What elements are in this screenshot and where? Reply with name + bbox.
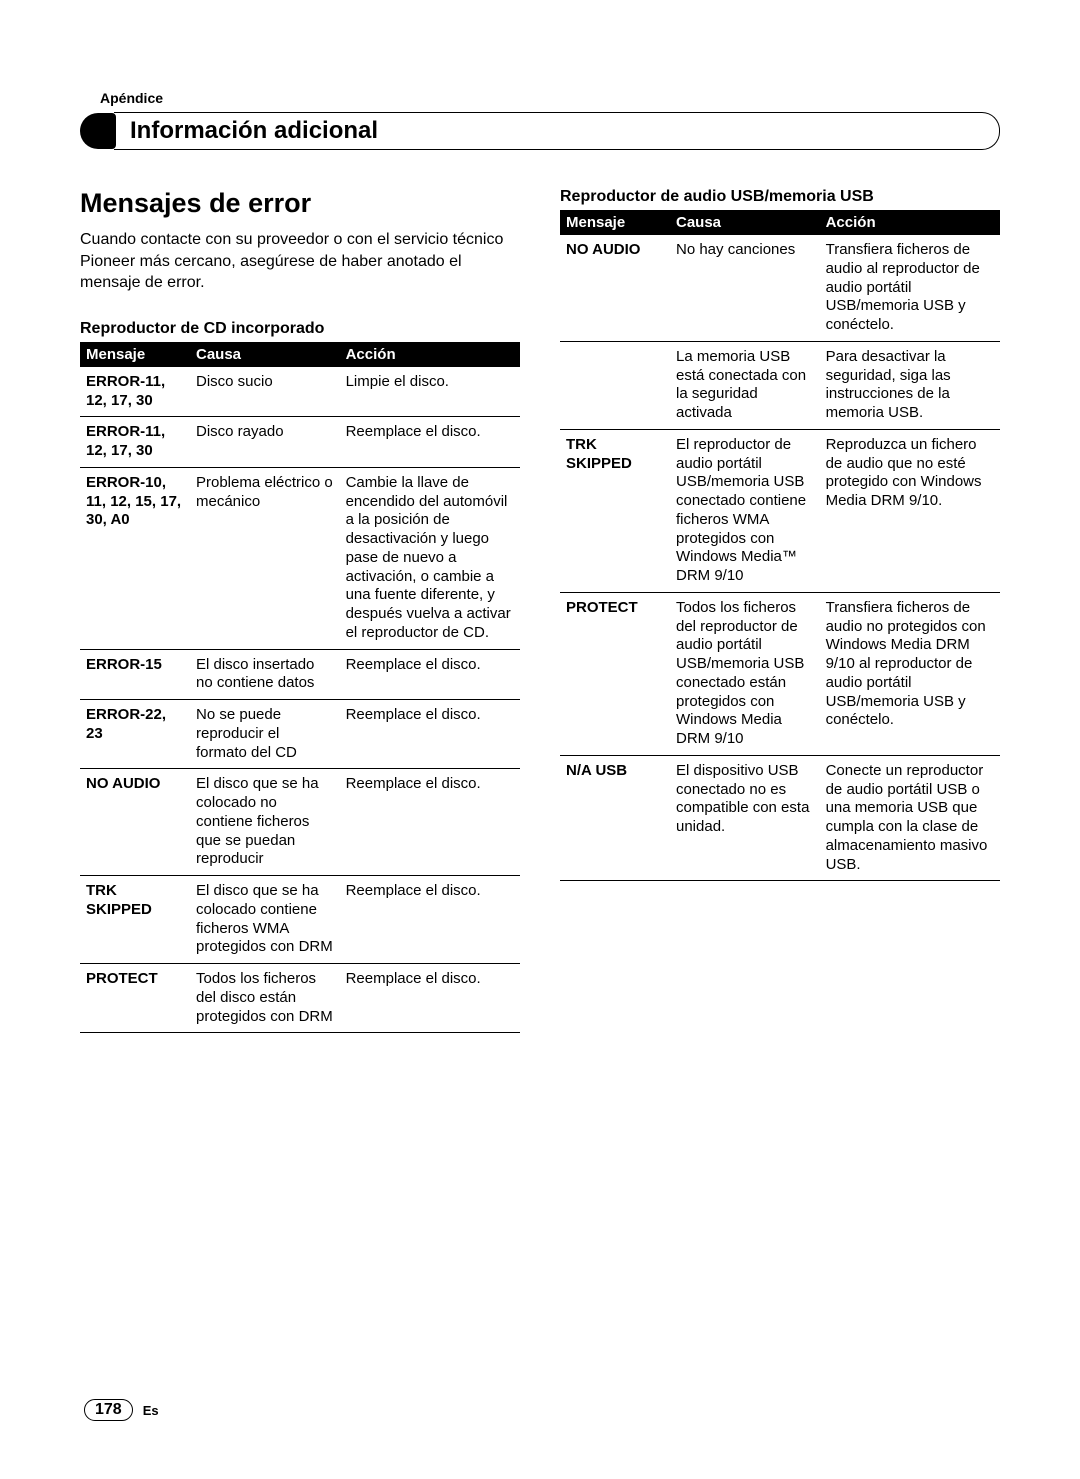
cell-action: Reemplace el disco. [340,649,520,700]
cell-action: Reemplace el disco. [340,417,520,468]
usb-error-table: Mensaje Causa Acción NO AUDIONo hay canc… [560,210,1000,881]
cell-msg: N/A USB [560,755,670,881]
intro-text: Cuando contacte con su proveedor o con e… [80,229,520,294]
appendix-label: Apéndice [100,90,1000,106]
cell-msg: NO AUDIO [560,235,670,341]
cell-msg: TRK SKIPPED [80,876,190,964]
left-column: Mensajes de error Cuando contacte con su… [80,188,520,1033]
cell-action: Cambie la llave de encendido del automóv… [340,467,520,649]
header-bullet-icon [80,113,116,149]
cell-cause: Todos los ficheros del reproductor de au… [670,592,820,755]
cell-action: Reproduzca un fichero de audio que no es… [820,429,1000,592]
table-row: NO AUDIOEl disco que se ha colocado no c… [80,769,520,876]
table-row: N/A USBEl dispositivo USB conectado no e… [560,755,1000,881]
page-footer: 178 Es [84,1399,159,1421]
cell-cause: El disco que se ha colocado no contiene … [190,769,340,876]
cell-action: Reemplace el disco. [340,876,520,964]
table-row: ERROR-10, 11, 12, 15, 17, 30, A0Problema… [80,467,520,649]
table-row: PROTECTTodos los ficheros del reproducto… [560,592,1000,755]
table-row: ERROR-11, 12, 17, 30Disco sucioLimpie el… [80,367,520,417]
cell-cause: Todos los ficheros del disco están prote… [190,964,340,1033]
cell-msg: ERROR-15 [80,649,190,700]
table-row: ERROR-15El disco insertado no contiene d… [80,649,520,700]
cell-cause: Problema eléctrico o mecánico [190,467,340,649]
table2-caption: Reproductor de audio USB/memoria USB [560,188,1000,206]
cell-action: Conecte un reproductor de audio portátil… [820,755,1000,881]
cell-msg: TRK SKIPPED [560,429,670,592]
cell-cause: El disco que se ha colocado contiene fic… [190,876,340,964]
cell-cause: La memoria USB está conectada con la seg… [670,341,820,429]
cd-error-table: Mensaje Causa Acción ERROR-11, 12, 17, 3… [80,342,520,1034]
table-row: ERROR-11, 12, 17, 30Disco rayadoReemplac… [80,417,520,468]
table-row: TRK SKIPPEDEl disco que se ha colocado c… [80,876,520,964]
col-header-action: Acción [340,342,520,367]
right-column: Reproductor de audio USB/memoria USB Men… [560,188,1000,1033]
cell-msg: ERROR-22, 23 [80,700,190,769]
main-heading: Mensajes de error [80,188,520,219]
cell-action: Para desactivar la seguridad, siga las i… [820,341,1000,429]
content-columns: Mensajes de error Cuando contacte con su… [80,188,1000,1033]
table-header-row: Mensaje Causa Acción [80,342,520,367]
cell-cause: El dispositivo USB conectado no es compa… [670,755,820,881]
cell-msg [560,341,670,429]
section-title: Información adicional [130,117,983,145]
cell-action: Transfiera ficheros de audio al reproduc… [820,235,1000,341]
col-header-msg: Mensaje [560,210,670,235]
col-header-cause: Causa [190,342,340,367]
cell-cause: Disco rayado [190,417,340,468]
table1-caption: Reproductor de CD incorporado [80,320,520,338]
table-row: ERROR-22, 23No se puede reproducir el fo… [80,700,520,769]
header-title-wrap: Información adicional [114,112,1000,150]
col-header-action: Acción [820,210,1000,235]
table-row: NO AUDIONo hay cancionesTransfiera fiche… [560,235,1000,341]
cell-action: Reemplace el disco. [340,769,520,876]
cell-action: Reemplace el disco. [340,700,520,769]
cell-msg: PROTECT [560,592,670,755]
cell-msg: ERROR-11, 12, 17, 30 [80,367,190,417]
cell-msg: NO AUDIO [80,769,190,876]
cell-msg: ERROR-11, 12, 17, 30 [80,417,190,468]
cell-cause: Disco sucio [190,367,340,417]
table-header-row: Mensaje Causa Acción [560,210,1000,235]
cell-cause: No hay canciones [670,235,820,341]
col-header-msg: Mensaje [80,342,190,367]
cell-msg: PROTECT [80,964,190,1033]
cell-cause: El reproductor de audio portátil USB/mem… [670,429,820,592]
page-language: Es [143,1403,159,1418]
page-number: 178 [84,1399,133,1421]
cell-cause: No se puede reproducir el formato del CD [190,700,340,769]
table-row: TRK SKIPPEDEl reproductor de audio portá… [560,429,1000,592]
cell-action: Limpie el disco. [340,367,520,417]
cell-msg: ERROR-10, 11, 12, 15, 17, 30, A0 [80,467,190,649]
table-row: La memoria USB está conectada con la seg… [560,341,1000,429]
section-header: Información adicional [80,112,1000,150]
table-row: PROTECTTodos los ficheros del disco está… [80,964,520,1033]
col-header-cause: Causa [670,210,820,235]
cell-action: Transfiera ficheros de audio no protegid… [820,592,1000,755]
cell-cause: El disco insertado no contiene datos [190,649,340,700]
cell-action: Reemplace el disco. [340,964,520,1033]
